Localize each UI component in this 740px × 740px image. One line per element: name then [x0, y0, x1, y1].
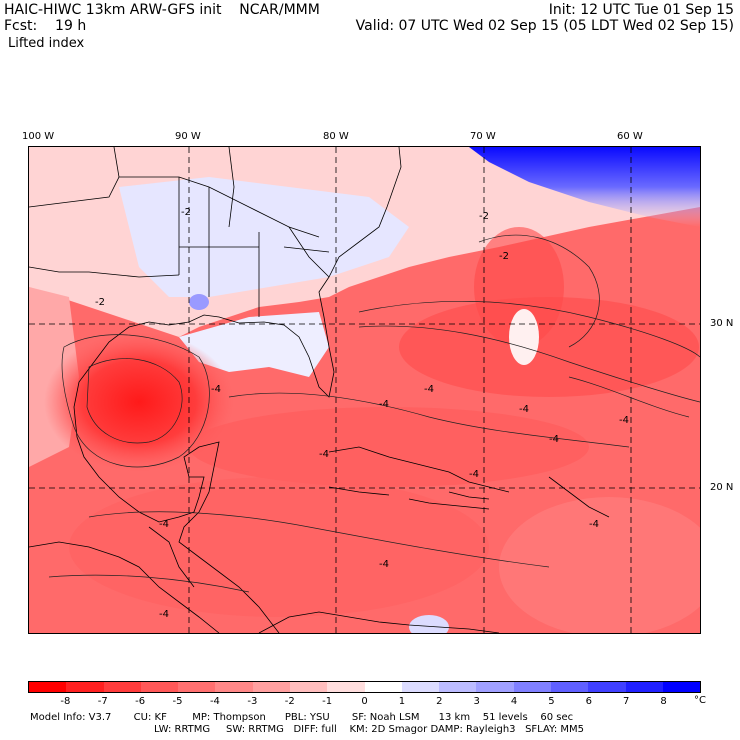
louisiana-stable-spot [189, 294, 209, 310]
contour-label: -4 [469, 469, 479, 480]
colorbar-swatch [476, 682, 514, 692]
model-title: HAIC-HIWC 13km ARW-GFS init NCAR/MMM [4, 2, 320, 18]
colorbar-tick-label: 1 [398, 696, 406, 707]
lon-label-70w: 70 W [470, 131, 496, 142]
east-caribbean-region [499, 497, 700, 633]
contour-label: -4 [159, 519, 169, 530]
colorbar-swatch [401, 682, 440, 692]
model-info-line2: LW: RRTMG SW: RRTMG DIFF: full KM: 2D Sm… [154, 724, 584, 735]
colorbar-swatch [252, 682, 290, 692]
colorbar-swatch [588, 682, 626, 692]
colorbar-swatch [327, 682, 365, 692]
contour-label: -4 [519, 404, 529, 415]
colorbar-tick-label: -2 [284, 696, 295, 707]
field-name: Lifted index [8, 36, 85, 51]
lon-label-100w: 100 W [22, 131, 55, 142]
graticule [29, 147, 700, 633]
map-canvas: -2 -2 -2 -2 -4 -4 -4 -4 -4 -4 -4 -4 -4 -… [29, 147, 700, 633]
atlantic-band-north [399, 297, 699, 397]
colorbar-tick-label: 2 [436, 696, 443, 707]
colorbar-tick-label: -5 [172, 696, 183, 707]
contour-label: -4 [379, 559, 389, 570]
colorbar-swatch [103, 682, 141, 692]
lon-label-90w: 90 W [175, 131, 201, 142]
lon-label-60w: 60 W [617, 131, 643, 142]
colorbar-swatch [66, 682, 104, 692]
colorbar-swatch [140, 682, 179, 692]
init-time: Init: 12 UTC Tue 01 Sep 15 [548, 2, 734, 18]
lon-label-80w: 80 W [323, 131, 349, 142]
atlantic-cell [474, 227, 564, 347]
southeast-stable-patch [179, 312, 329, 377]
colorbar-swatch [289, 682, 328, 692]
colorbar-tick-label: 3 [473, 696, 480, 707]
colorbar-tick-label: 4 [510, 696, 518, 707]
colorbar-swatch [662, 682, 701, 692]
contour-label: -4 [379, 399, 389, 410]
colorbar-swatch [178, 682, 216, 692]
contour-label: -4 [549, 434, 559, 445]
colorbar-tick-label: 0 [361, 696, 368, 707]
lat-label-20n: 20 N [710, 482, 734, 493]
colorbar-swatch [215, 682, 253, 692]
south-american-stable-spot [409, 615, 449, 633]
gulf-unstable-core [44, 332, 234, 472]
colorbar [28, 681, 701, 693]
colorbar-tick-label: -1 [322, 696, 333, 707]
model-info-line1: Model Info: V3.7 CU: KF MP: Thompson PBL… [30, 712, 574, 723]
colorbar-tick-label: -6 [135, 696, 146, 707]
contour-label: -4 [319, 449, 329, 460]
contour-label: -2 [499, 251, 509, 262]
contour-label: -4 [619, 415, 629, 426]
colorbar-swatch [439, 682, 477, 692]
lat-label-30n: 30 N [710, 318, 734, 329]
contour-label: -2 [181, 207, 191, 218]
colorbar-swatch [513, 682, 551, 692]
contour-label: -4 [424, 384, 434, 395]
contour-label: -4 [211, 384, 221, 395]
colorbar-tick-label: -7 [97, 696, 108, 707]
contour-label: -2 [95, 297, 105, 308]
valid-time: Valid: 07 UTC Wed 02 Sep 15 (05 LDT Wed … [355, 18, 734, 34]
lifted-index-map: -2 -2 -2 -2 -4 -4 -4 -4 -4 -4 -4 -4 -4 -… [28, 146, 701, 634]
atlantic-stable-eye [509, 309, 539, 365]
colorbar-tick-label: -8 [60, 696, 71, 707]
colorbar-swatch [29, 682, 67, 692]
colorbar-swatch [364, 682, 402, 692]
colorbar-tick-label: 8 [660, 696, 667, 707]
atlantic-stable-region [469, 147, 700, 227]
colorbar-swatch [550, 682, 589, 692]
contour-label: -4 [589, 519, 599, 530]
colorbar-swatch [625, 682, 663, 692]
colorbar-tick-label: 5 [548, 696, 555, 707]
colorbar-tick-label: -4 [209, 696, 220, 707]
contour-label: -4 [159, 609, 169, 620]
colorbar-tick-label: 6 [585, 696, 593, 707]
colorbar-unit: °C [694, 695, 706, 706]
coastlines [29, 147, 610, 633]
stable-blue-patch [119, 177, 409, 297]
caribbean-band [189, 407, 589, 487]
contours [48, 234, 700, 593]
eastern-pacific-band [69, 477, 489, 617]
colorbar-tick-label: -3 [247, 696, 258, 707]
contour-label: -2 [479, 211, 489, 222]
colorbar-tick-label: 7 [623, 696, 630, 707]
forecast-hour: Fcst: 19 h [4, 18, 87, 34]
